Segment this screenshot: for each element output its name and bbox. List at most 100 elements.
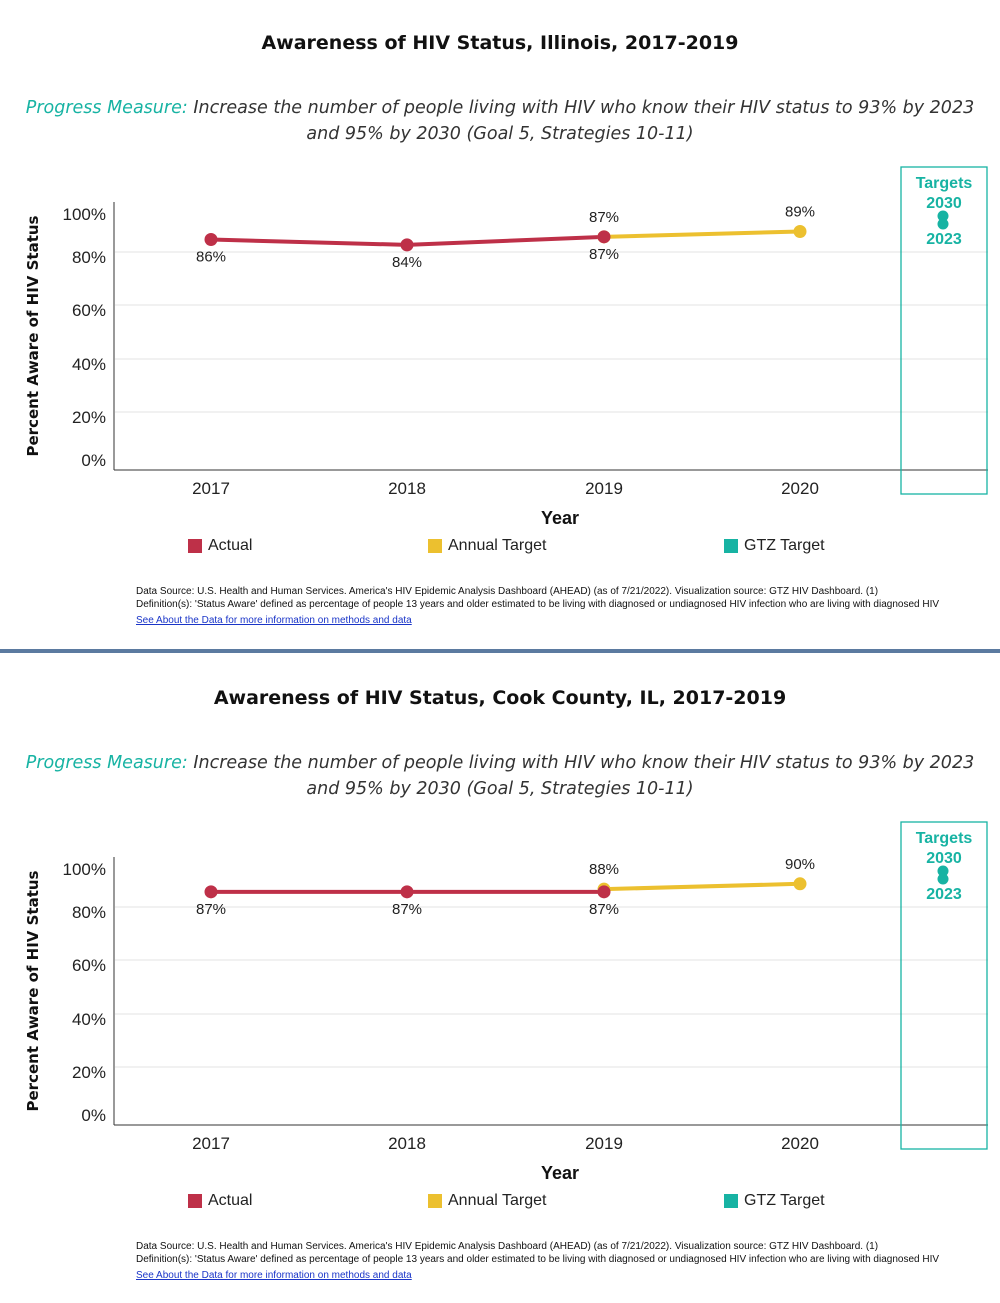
data-label-actual: 87%	[196, 901, 226, 918]
gridlines	[115, 906, 988, 1068]
point-actual	[400, 885, 414, 899]
x-axis-title: Year	[541, 508, 579, 528]
series-line-annual-target	[603, 229, 801, 239]
x-tick-labels: 2017 2018 2019 2020	[192, 479, 819, 498]
y-tick-label: 80%	[72, 903, 106, 922]
legend-swatch-gtz-target	[724, 1194, 738, 1208]
series-line-annual-target	[603, 881, 801, 892]
legend-label-actual: Actual	[208, 537, 253, 554]
legend-item-actual[interactable]: Actual	[188, 537, 252, 555]
data-label-actual: 87%	[589, 246, 619, 263]
line-chart: 100% 80% 60% 40% 20% 0% 2017 2018 2019 2020 88% 9…	[24, 821, 988, 1183]
targets-box	[900, 821, 988, 1150]
y-axis-title: Percent Aware of HIV Status	[24, 870, 42, 1111]
data-label-annual-target: 90%	[785, 856, 815, 873]
data-label-actual: 87%	[392, 901, 422, 918]
chart-title: Awareness of HIV Status, Cook County, IL…	[213, 687, 787, 709]
legend-label-annual-target: Annual Target	[448, 537, 547, 554]
target-2023-label: 2023	[926, 231, 962, 248]
data-label-actual: 87%	[589, 901, 619, 918]
targets-title: Targets	[916, 830, 973, 847]
x-tick-label: 2018	[388, 1134, 426, 1153]
progress-measure-label: Progress Measure:	[25, 753, 188, 773]
about-data-link[interactable]: See About the Data for more information …	[136, 615, 412, 626]
legend-swatch-annual-target	[428, 539, 442, 553]
x-tick-label: 2019	[585, 1134, 623, 1153]
legend-label-actual: Actual	[208, 1192, 253, 1209]
legend-swatch-actual	[188, 1194, 202, 1208]
data-label-actual: 84%	[392, 254, 422, 271]
chart-panel-illinois: Awareness of HIV Status, Illinois, 2017-…	[0, 0, 1000, 648]
targets-box	[900, 166, 988, 495]
data-labels: 87% 89% 86% 84% 87%	[196, 203, 815, 270]
chart-panel-cook-county: Awareness of HIV Status, Cook County, IL…	[0, 655, 1000, 1303]
footnote: Data Source: U.S. Health and Human Servi…	[136, 586, 966, 628]
gridlines	[115, 251, 988, 413]
y-tick-label: 80%	[72, 248, 106, 267]
legend: Actual Annual Target GTZ Target	[0, 537, 1000, 559]
data-labels: 88% 90% 87% 87% 87%	[196, 856, 815, 918]
point-actual	[204, 885, 218, 899]
data-label-annual-target: 89%	[785, 203, 815, 220]
progress-measure: Progress Measure: Increase the number of…	[10, 750, 990, 802]
legend-item-actual[interactable]: Actual	[188, 1192, 252, 1210]
y-tick-label: 100%	[63, 205, 106, 224]
targets-title: Targets	[916, 175, 973, 192]
line-chart: 100%80%60%40%20%0% 2017 2018 2019 2020 87% 8…	[24, 166, 988, 528]
y-tick-label: 20%	[72, 1063, 106, 1082]
x-tick-label: 2019	[585, 479, 623, 498]
point-actual	[597, 885, 611, 899]
x-tick-label: 2020	[781, 1134, 819, 1153]
y-tick-label: 0%	[81, 1106, 106, 1125]
legend-item-annual-target[interactable]: Annual Target	[428, 537, 546, 555]
data-source-text: Data Source: U.S. Health and Human Servi…	[136, 1241, 879, 1252]
data-source-text: Data Source: U.S. Health and Human Servi…	[136, 586, 879, 597]
chart-title: Awareness of HIV Status, Illinois, 2017-…	[261, 32, 739, 54]
x-axis-title: Year	[541, 1163, 579, 1183]
gtz-target-point	[937, 873, 949, 885]
x-tick-label: 2017	[192, 1134, 230, 1153]
legend-label-gtz-target: GTZ Target	[744, 1192, 825, 1209]
definition-text: Definition(s): 'Status Aware' defined as…	[136, 598, 940, 610]
y-tick-label: 40%	[72, 1010, 106, 1029]
progress-measure-text: Increase the number of people living wit…	[193, 753, 975, 799]
target-2030-label: 2030	[926, 850, 962, 867]
x-tick-label: 2018	[388, 479, 426, 498]
gtz-target-point	[937, 865, 949, 877]
point-annual-target	[793, 877, 807, 891]
progress-measure-text: Increase the number of people living wit…	[193, 98, 975, 144]
point-actual	[204, 233, 218, 247]
legend: Actual Annual Target GTZ Target	[0, 1192, 1000, 1214]
about-data-link[interactable]: See About the Data for more information …	[136, 1270, 412, 1281]
data-label-actual: 86%	[196, 249, 226, 266]
point-actual	[597, 230, 611, 244]
series-lines	[211, 881, 801, 894]
y-tick-label: 100%	[63, 860, 106, 879]
point-annual-target	[793, 224, 807, 238]
legend-item-annual-target[interactable]: Annual Target	[428, 1192, 546, 1210]
y-tick-labels: 100% 80% 60% 40% 20% 0%	[63, 205, 106, 470]
series-points	[204, 224, 807, 252]
legend-label-gtz-target: GTZ Target	[744, 537, 825, 554]
gtz-target-point	[937, 210, 949, 222]
x-tick-labels: 2017 2018 2019 2020	[192, 1134, 819, 1153]
data-label-annual-target: 88%	[589, 861, 619, 878]
legend-item-gtz-target[interactable]: GTZ Target	[724, 537, 825, 555]
y-tick-label: 60%	[72, 301, 106, 320]
gtz-targets	[937, 210, 949, 230]
footnote: Data Source: U.S. Health and Human Servi…	[136, 1241, 966, 1283]
series-points	[204, 877, 807, 899]
gtz-target-point	[937, 218, 949, 230]
legend-item-gtz-target[interactable]: GTZ Target	[724, 1192, 825, 1210]
progress-measure: Progress Measure: Increase the number of…	[10, 95, 990, 147]
y-tick-label: 20%	[72, 408, 106, 427]
gtz-targets	[937, 865, 949, 885]
progress-measure-label: Progress Measure:	[25, 98, 188, 118]
y-tick-label: 60%	[72, 956, 106, 975]
target-2023-label: 2023	[926, 886, 962, 903]
y-tick-label: 0%	[81, 451, 106, 470]
x-tick-label: 2020	[781, 479, 819, 498]
point-actual	[400, 238, 414, 252]
y-axis-title: Percent Aware of HIV Status	[24, 215, 42, 456]
legend-swatch-actual	[188, 539, 202, 553]
